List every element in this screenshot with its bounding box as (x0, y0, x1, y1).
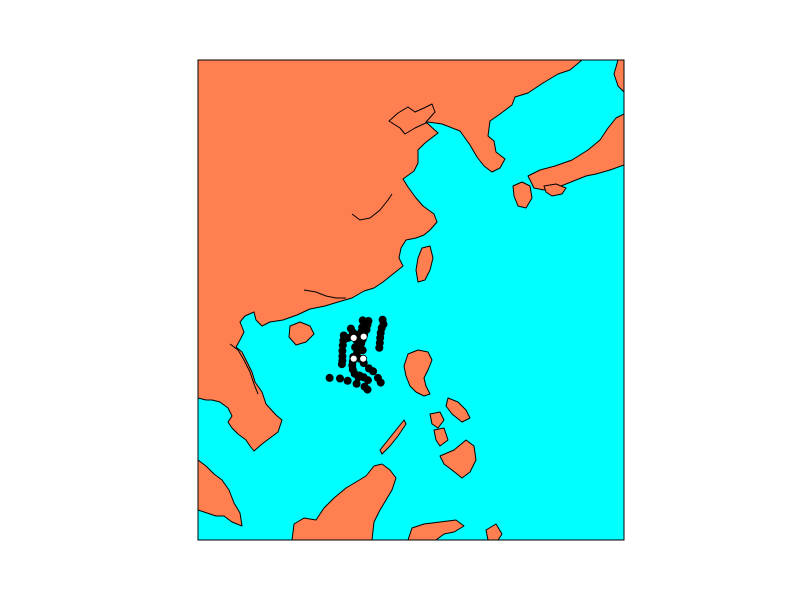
palawan-island (379, 419, 407, 455)
track-point (344, 333, 352, 342)
track-point (351, 343, 360, 352)
japan-hokkaido-edge (613, 60, 624, 93)
hainan-island (288, 321, 315, 346)
mindanao-island (439, 439, 477, 479)
borneo-island (291, 463, 397, 540)
track-point-white (359, 332, 368, 341)
yellow-river (351, 193, 393, 221)
japan-shikoku (543, 183, 567, 197)
track-point (337, 360, 346, 369)
track-points (325, 315, 388, 394)
track-point-white (349, 354, 358, 363)
visayas-islands (445, 397, 471, 423)
sulawesi-island (407, 519, 465, 540)
yangtze-river (303, 289, 346, 299)
track-point (325, 373, 334, 382)
samar-leyte (433, 427, 449, 447)
track-point (358, 316, 367, 325)
japan-kyushu (512, 181, 533, 209)
track-point (336, 374, 344, 383)
mekong-river (229, 343, 259, 395)
track-point (363, 385, 372, 394)
taiwan-island (415, 245, 434, 283)
track-point (376, 378, 385, 387)
track-point-white (359, 354, 368, 363)
halmahera-island (485, 523, 503, 540)
track-point (358, 346, 367, 355)
track-point (354, 373, 363, 382)
track-point (363, 376, 372, 385)
track-point-white (349, 333, 358, 342)
track-point (375, 343, 384, 352)
luzon-island (403, 349, 433, 397)
asia-mainland (198, 60, 583, 452)
map-frame (197, 59, 625, 541)
track-point (352, 379, 361, 388)
track-point (343, 376, 352, 385)
malay-peninsula (198, 459, 243, 527)
track-point (369, 367, 378, 376)
mindoro-island (429, 411, 445, 429)
